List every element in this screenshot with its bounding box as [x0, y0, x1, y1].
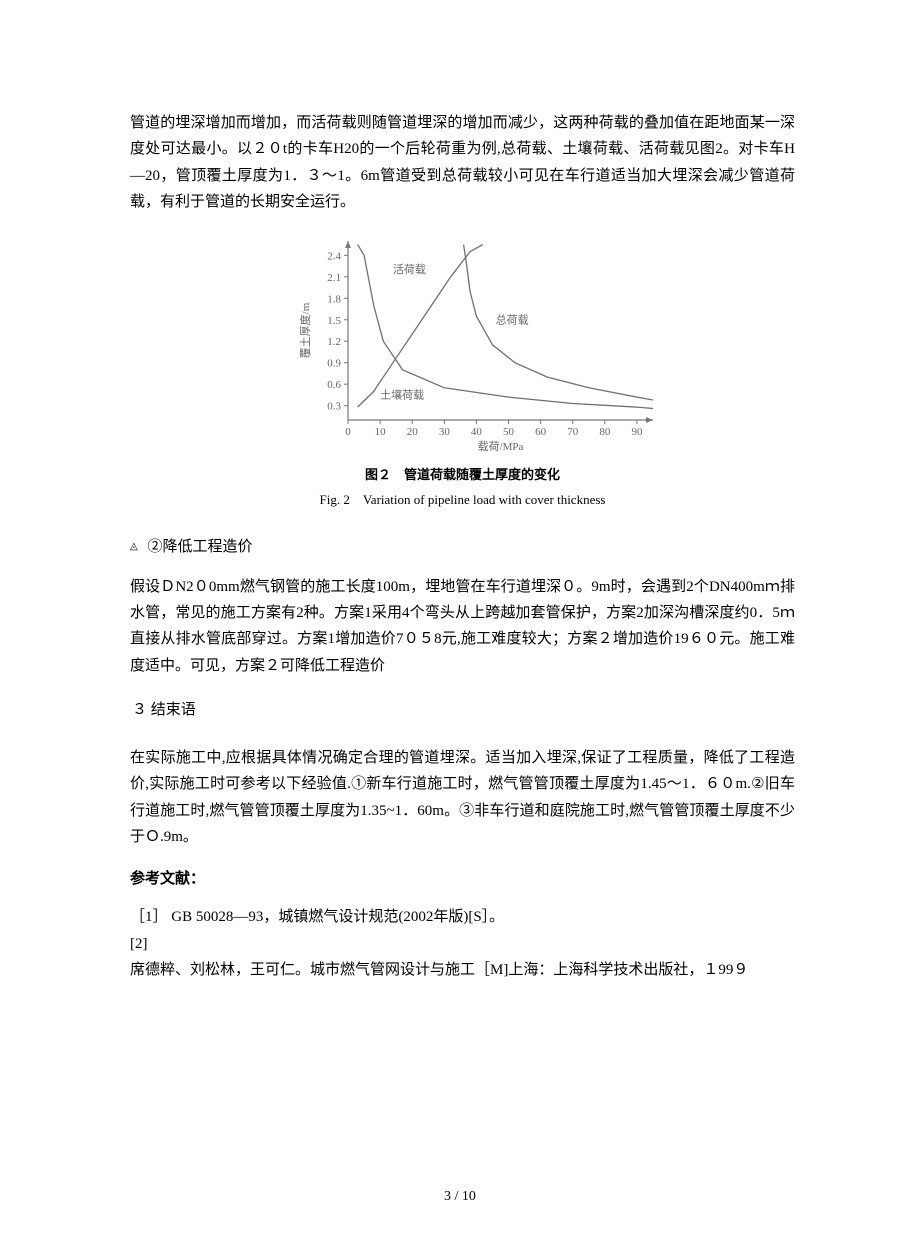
- references-title: 参考文献：: [130, 866, 795, 892]
- paragraph-3: 在实际施工中,应根据具体情况确定合理的管道埋深。适当加入埋深,保证了工程质量，降…: [130, 745, 795, 850]
- svg-text:载荷/MPa: 载荷/MPa: [477, 440, 523, 453]
- chart-plot-area: 0 10 20 30 40 50 60 70 80 90 载荷/MPa 0.3 0.6 0.9 1.2 1.5…: [293, 233, 663, 458]
- svg-text:土壤荷载: 土壤荷载: [380, 388, 424, 402]
- svg-text:40: 40: [470, 426, 482, 438]
- svg-text:10: 10: [374, 426, 386, 438]
- figure-caption-en: Fig. 2 Variation of pipeline load with c…: [320, 489, 606, 512]
- svg-text:20: 20: [406, 426, 418, 438]
- svg-text:2.4: 2.4: [327, 250, 341, 262]
- svg-text:30: 30: [438, 426, 450, 438]
- svg-text:1.5: 1.5: [327, 315, 341, 327]
- figure-caption-cn: 图２ 管道荷载随覆土厚度的变化: [365, 464, 560, 487]
- svg-text:50: 50: [503, 426, 515, 438]
- bullet-text: ②降低工程造价: [147, 539, 252, 555]
- reference-2-text: 席德粹、刘松林，王可仁。城市燃气管网设计与施工［M]上海：上海科学技术出版社，１…: [130, 957, 795, 983]
- svg-text:0.6: 0.6: [327, 379, 341, 391]
- svg-text:总荷载: 总荷载: [495, 312, 528, 326]
- svg-text:覆土厚度/m: 覆土厚度/m: [298, 302, 312, 358]
- svg-text:0.9: 0.9: [327, 358, 341, 370]
- reference-1: ［1］ GB 50028―93，城镇燃气设计规范(2002年版)[S］。: [130, 904, 795, 930]
- svg-text:0.3: 0.3: [327, 401, 341, 413]
- svg-text:0: 0: [345, 426, 351, 438]
- svg-text:1.2: 1.2: [327, 336, 341, 348]
- paragraph-1: 管道的埋深增加而增加，而活荷载则随管道埋深的增加而减少，这两种荷载的叠加值在距地…: [130, 110, 795, 215]
- bullet-icon: ◬: [130, 541, 138, 552]
- page-number: 3 / 10: [0, 1185, 920, 1210]
- subsection-bullet: ◬ ②降低工程造价: [130, 534, 795, 560]
- svg-text:60: 60: [535, 426, 547, 438]
- svg-text:活荷载: 活荷载: [392, 263, 425, 276]
- figure-2: 0 10 20 30 40 50 60 70 80 90 载荷/MPa 0.3 0.6 0.9 1.2 1.5…: [130, 233, 795, 512]
- chart-svg: 0 10 20 30 40 50 60 70 80 90 载荷/MPa 0.3 0.6 0.9 1.2 1.5…: [293, 233, 663, 458]
- paragraph-2: 假设ＤN2０0mm燃气钢管的施工长度100m，埋地管在车行道埋深０。9m时，会遇…: [130, 574, 795, 679]
- svg-text:80: 80: [599, 426, 611, 438]
- reference-2-num: [2]: [130, 931, 795, 957]
- svg-text:1.8: 1.8: [327, 293, 341, 305]
- svg-text:90: 90: [631, 426, 643, 438]
- svg-text:70: 70: [567, 426, 579, 438]
- section-3-title: ３ 结束语: [132, 697, 795, 723]
- svg-text:2.1: 2.1: [327, 272, 341, 284]
